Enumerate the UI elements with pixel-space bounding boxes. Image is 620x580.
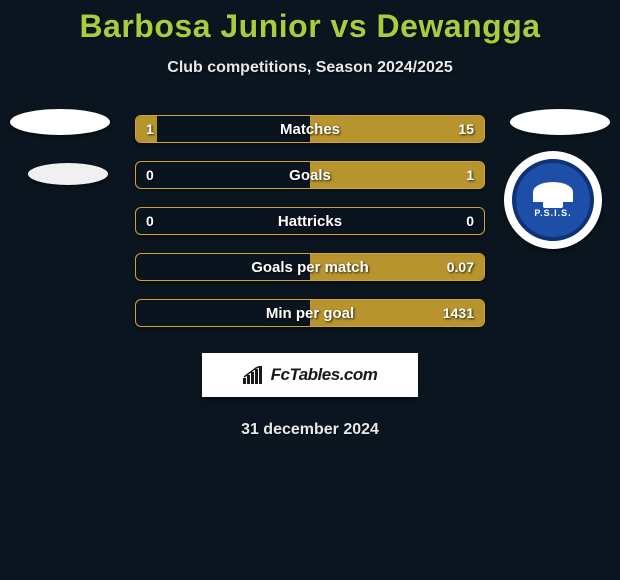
stat-label: Matches [136, 116, 484, 142]
page-title: Barbosa Junior vs Dewangga [0, 8, 620, 45]
stat-label: Hattricks [136, 208, 484, 234]
stat-row: Min per goal1431 [135, 299, 485, 327]
brand-text: FcTables.com [271, 365, 378, 385]
comparison-card: Barbosa Junior vs Dewangga Club competit… [0, 0, 620, 439]
brand-box[interactable]: FcTables.com [202, 353, 418, 397]
player-right-badge: P.S.I.S. [510, 109, 610, 135]
stat-row: 0Goals1 [135, 161, 485, 189]
player-left-badge [10, 109, 110, 185]
stat-row: 0Hattricks0 [135, 207, 485, 235]
stat-value-right: 1431 [443, 300, 474, 326]
stat-label: Goals [136, 162, 484, 188]
subtitle: Club competitions, Season 2024/2025 [0, 59, 620, 77]
club-crest: P.S.I.S. [504, 151, 602, 249]
placeholder-oval [28, 163, 108, 185]
bar-chart-icon [243, 366, 265, 384]
placeholder-oval [510, 109, 610, 135]
stat-label: Min per goal [136, 300, 484, 326]
stats-area: P.S.I.S. 1Matches150Goals10Hattricks0Goa… [0, 115, 620, 335]
stat-value-right: 15 [458, 116, 474, 142]
stat-row: Goals per match0.07 [135, 253, 485, 281]
footer-date: 31 december 2024 [0, 421, 620, 439]
stat-bars: 1Matches150Goals10Hattricks0Goals per ma… [135, 115, 485, 345]
stat-value-right: 0 [466, 208, 474, 234]
placeholder-oval [10, 109, 110, 135]
crest-label: P.S.I.S. [534, 208, 571, 218]
stat-row: 1Matches15 [135, 115, 485, 143]
stat-label: Goals per match [136, 254, 484, 280]
crest-inner: P.S.I.S. [512, 159, 594, 241]
crest-monument-icon [533, 182, 573, 202]
stat-value-right: 0.07 [447, 254, 474, 280]
stat-value-right: 1 [466, 162, 474, 188]
